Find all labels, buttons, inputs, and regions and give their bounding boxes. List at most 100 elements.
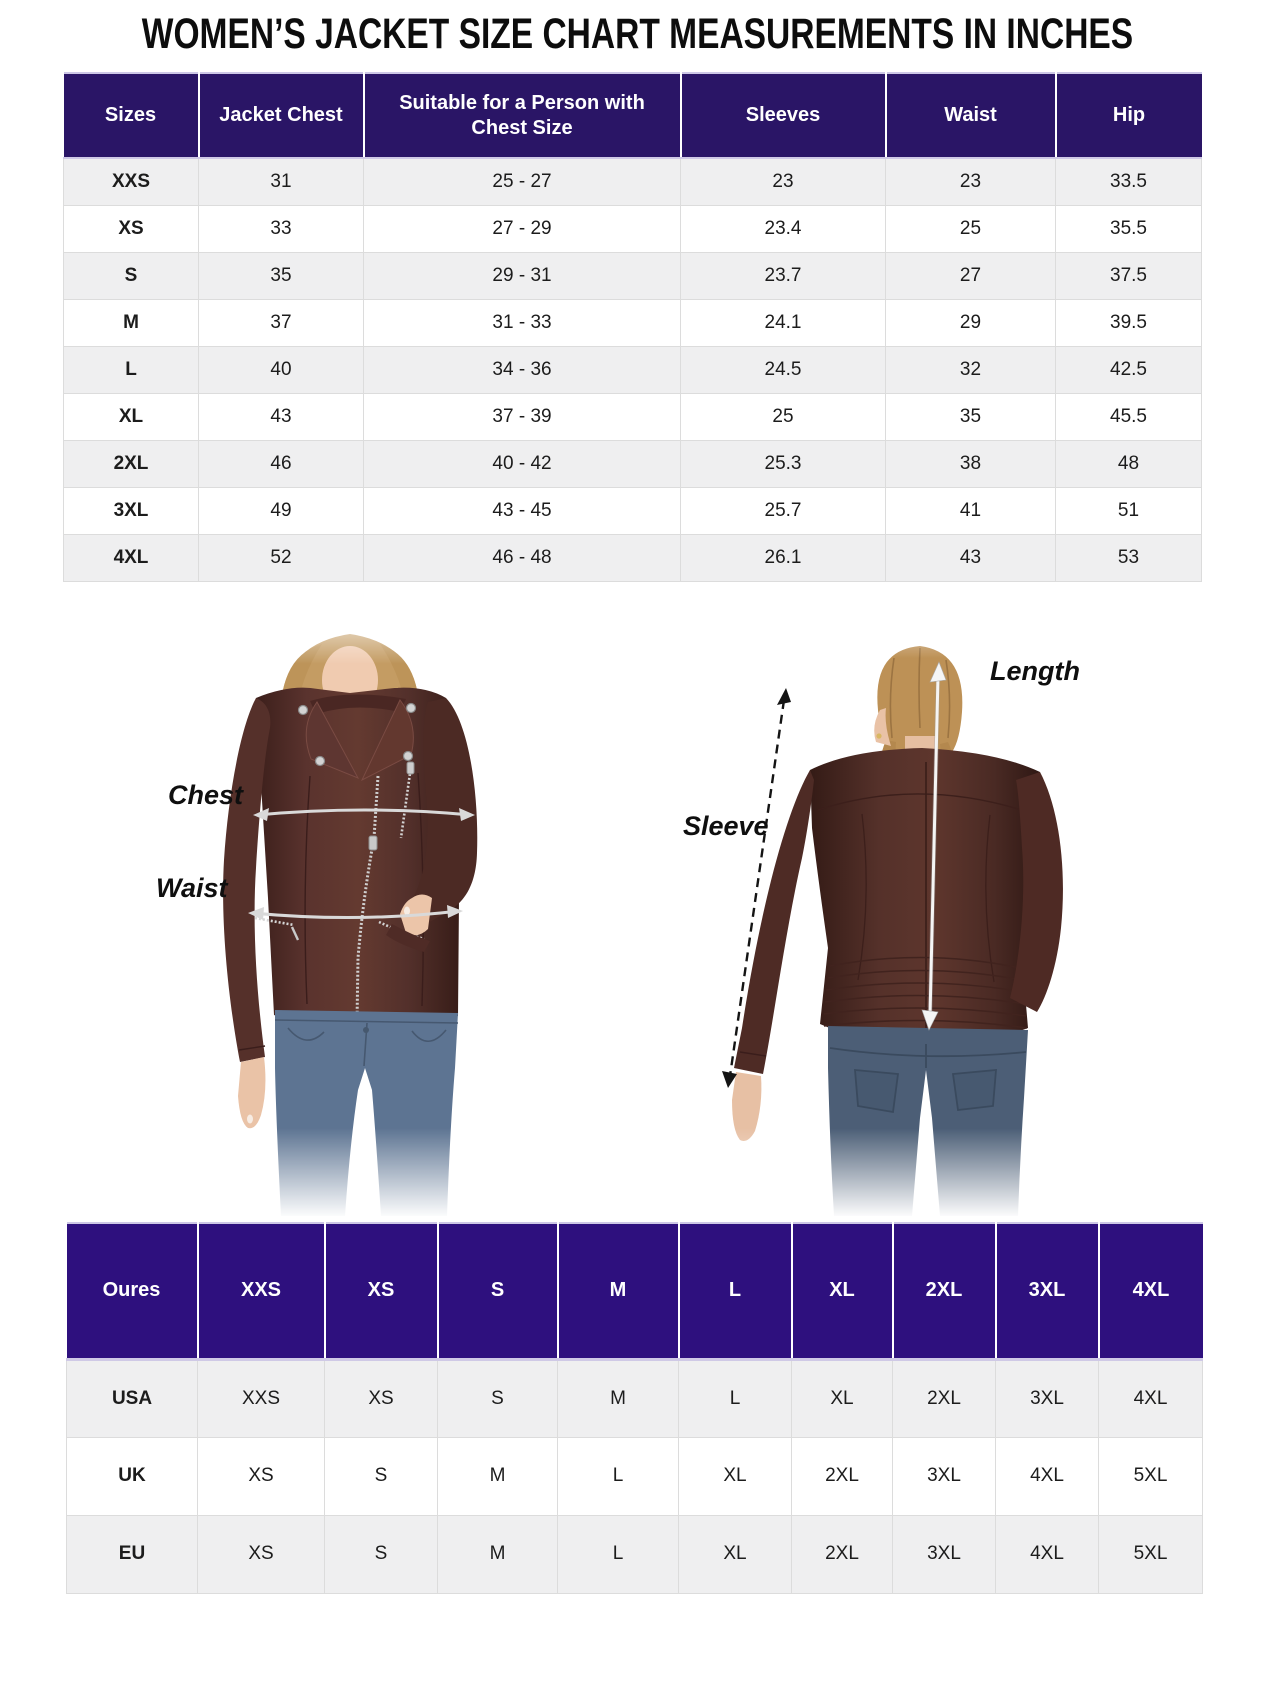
- conversion-cell: XS: [197, 1514, 325, 1594]
- size-cell: 45.5: [1055, 392, 1202, 441]
- size-cell: 3XL: [63, 486, 199, 535]
- conversion-row-eu: EU XS S M L XL 2XL 3XL 4XL 5XL: [66, 1514, 1203, 1594]
- conversion-cell: XL: [791, 1358, 893, 1438]
- conversion-cell: 4XL: [1098, 1358, 1203, 1438]
- conversion-cell: UK: [66, 1436, 198, 1516]
- header-cell-jacket-chest: Jacket Chest: [198, 73, 365, 159]
- sleeve-arrow: [722, 688, 791, 1088]
- size-row-l: L 40 34 - 36 24.5 32 42.5: [63, 345, 1202, 394]
- size-measurements-table: Sizes Jacket Chest Suitable for a Person…: [63, 72, 1202, 582]
- header-cell: L: [678, 1223, 793, 1361]
- size-cell: L: [63, 345, 199, 394]
- size-cell: 35: [885, 392, 1056, 441]
- conversion-cell: XS: [324, 1358, 438, 1438]
- header-cell: XS: [324, 1223, 439, 1361]
- page-title: WOMEN’S JACKET SIZE CHART MEASUREMENTS I…: [141, 10, 1134, 58]
- size-cell: 35: [198, 251, 364, 300]
- size-cell: 25.3: [680, 439, 886, 488]
- waist-arrow: [248, 905, 463, 920]
- size-cell: 23.7: [680, 251, 886, 300]
- conversion-cell: 2XL: [892, 1358, 996, 1438]
- front-figure-illustration: [160, 598, 580, 1218]
- size-cell: 34 - 36: [363, 345, 681, 394]
- page-title-wrap: WOMEN’S JACKET SIZE CHART MEASUREMENTS I…: [0, 10, 1275, 59]
- waist-measure-label: Waist: [156, 873, 228, 903]
- size-cell: 29 - 31: [363, 251, 681, 300]
- size-cell: 2XL: [63, 439, 199, 488]
- size-cell: 52: [198, 533, 364, 582]
- conversion-cell: M: [437, 1514, 558, 1594]
- conversion-cell: M: [557, 1358, 679, 1438]
- header-cell: XL: [791, 1223, 894, 1361]
- size-row-xxs: XXS 31 25 - 27 23 23 33.5: [63, 157, 1202, 206]
- size-cell: 38: [885, 439, 1056, 488]
- size-cell: 46 - 48: [363, 533, 681, 582]
- size-cell: 37.5: [1055, 251, 1202, 300]
- size-cell: 33.5: [1055, 157, 1202, 206]
- size-cell: 53: [1055, 533, 1202, 582]
- size-cell: 39.5: [1055, 298, 1202, 347]
- header-cell-sizes: Sizes: [63, 73, 200, 159]
- back-figure-illustration: [650, 598, 1090, 1218]
- length-arrow: [921, 661, 947, 1031]
- conversion-cell: 5XL: [1098, 1514, 1203, 1594]
- conversion-cell: 4XL: [995, 1436, 1099, 1516]
- conversion-row-usa: USA XXS XS S M L XL 2XL 3XL 4XL: [66, 1358, 1203, 1438]
- conversion-cell: L: [678, 1358, 792, 1438]
- size-cell: 25: [680, 392, 886, 441]
- header-cell-suitable-chest: Suitable for a Person with Chest Size: [363, 73, 682, 159]
- size-cell: M: [63, 298, 199, 347]
- header-cell: 4XL: [1098, 1223, 1203, 1361]
- conversion-cell: 3XL: [995, 1358, 1099, 1438]
- header-cell-waist: Waist: [885, 73, 1057, 159]
- conversion-cell: XL: [678, 1514, 792, 1594]
- conversion-cell: S: [437, 1358, 558, 1438]
- size-cell: 23.4: [680, 204, 886, 253]
- conversion-cell: USA: [66, 1358, 198, 1438]
- quilted-band: [823, 956, 1028, 1029]
- size-cell: 25.7: [680, 486, 886, 535]
- size-cell: 41: [885, 486, 1056, 535]
- size-cell: 49: [198, 486, 364, 535]
- size-cell: 37: [198, 298, 364, 347]
- size-cell: S: [63, 251, 199, 300]
- size-cell: 32: [885, 345, 1056, 394]
- size-row-4xl: 4XL 52 46 - 48 26.1 43 53: [63, 533, 1202, 582]
- size-cell: 37 - 39: [363, 392, 681, 441]
- conversion-cell: 2XL: [791, 1436, 893, 1516]
- size-cell: 25: [885, 204, 1056, 253]
- size-row-xs: XS 33 27 - 29 23.4 25 35.5: [63, 204, 1202, 253]
- size-cell: 23: [885, 157, 1056, 206]
- size-cell: 40 - 42: [363, 439, 681, 488]
- size-cell: 27 - 29: [363, 204, 681, 253]
- conversion-cell: 5XL: [1098, 1436, 1203, 1516]
- size-cell: 46: [198, 439, 364, 488]
- size-cell: 43 - 45: [363, 486, 681, 535]
- front-view-jacket-photo: [160, 598, 580, 1218]
- size-cell: 43: [198, 392, 364, 441]
- size-cell: 25 - 27: [363, 157, 681, 206]
- sleeve-measure-label: Sleeve: [683, 811, 769, 841]
- size-row-s: S 35 29 - 31 23.7 27 37.5: [63, 251, 1202, 300]
- length-measure-label: Length: [990, 656, 1080, 686]
- chest-arrow: [253, 808, 475, 821]
- header-cell-sleeves: Sleeves: [680, 73, 887, 159]
- size-table-header-row: Sizes Jacket Chest Suitable for a Person…: [63, 73, 1202, 159]
- earring-icon: [876, 733, 882, 739]
- size-cell: XL: [63, 392, 199, 441]
- header-cell: XXS: [197, 1223, 326, 1361]
- size-cell: 40: [198, 345, 364, 394]
- size-row-3xl: 3XL 49 43 - 45 25.7 41 51: [63, 486, 1202, 535]
- conversion-cell: S: [324, 1436, 438, 1516]
- chest-measure-label: Chest: [168, 780, 244, 810]
- header-cell-oures: Oures: [66, 1223, 199, 1361]
- size-cell: 31 - 33: [363, 298, 681, 347]
- header-cell: 3XL: [995, 1223, 1100, 1361]
- hand-left: [238, 1057, 266, 1129]
- size-conversion-table: Oures XXS XS S M L XL 2XL 3XL 4XL USA XX…: [66, 1222, 1203, 1594]
- size-cell: 42.5: [1055, 345, 1202, 394]
- size-cell: 24.1: [680, 298, 886, 347]
- size-cell: 48: [1055, 439, 1202, 488]
- header-cell: 2XL: [892, 1223, 997, 1361]
